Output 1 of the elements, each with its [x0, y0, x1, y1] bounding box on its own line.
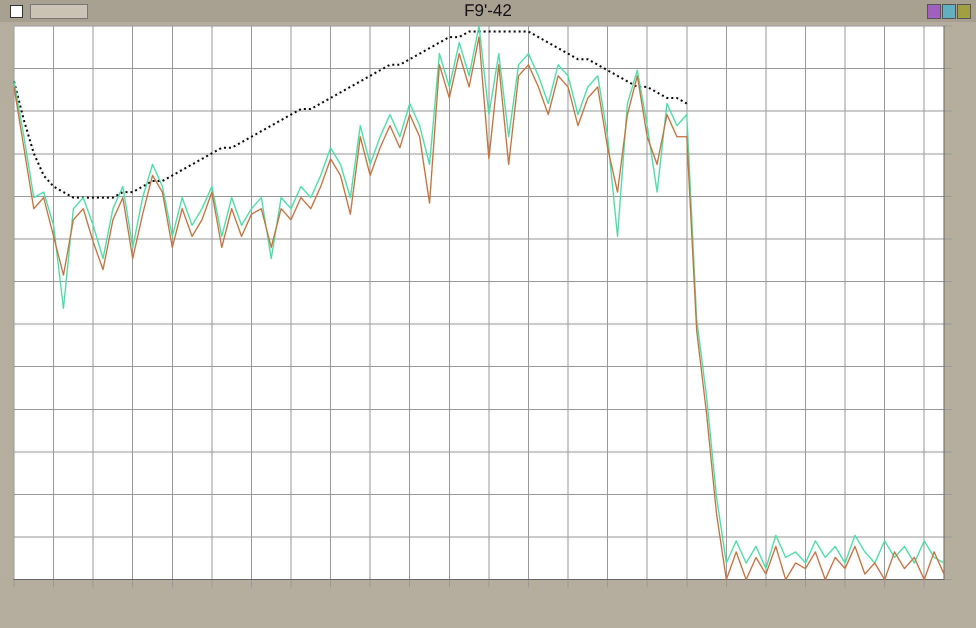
chart-title: F9'-42: [0, 1, 976, 21]
